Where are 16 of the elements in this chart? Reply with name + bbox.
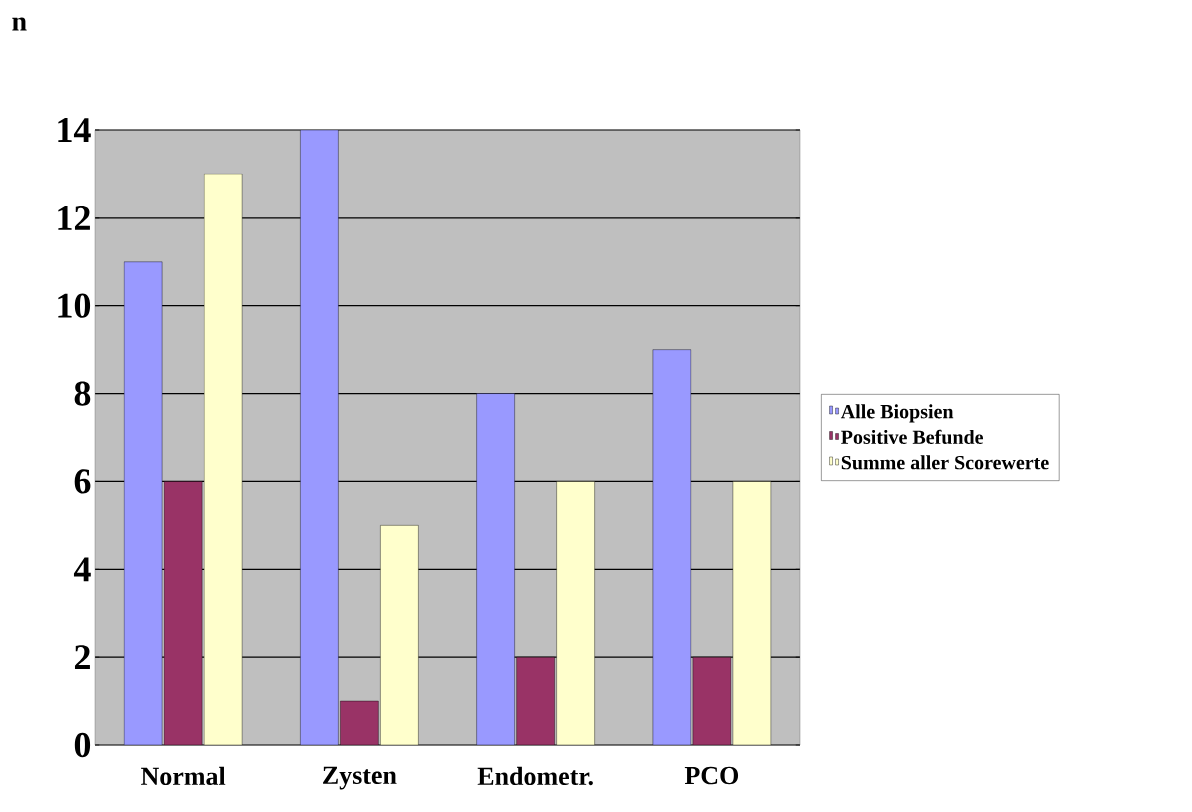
x-tick-label: PCO [684,766,739,785]
y-axis-title: n [12,17,27,31]
legend-label: Summe aller Scorewerte [841,455,1049,470]
x-tick-label: Zysten [323,766,397,790]
y-tick-label: 14 [58,118,91,142]
y-tick-label: 2 [74,645,90,670]
y-tick-label: 6 [74,469,91,494]
x-tick-label: Normal [141,766,226,786]
x-tick-label: Endometr. [477,766,593,786]
y-tick-label: 12 [58,205,90,230]
y-tick-label: 0 [74,732,91,758]
y-tick-label: 10 [58,293,91,318]
legend-label: Positive Befunde [841,429,984,445]
y-tick-label: 8 [74,381,91,406]
legend-label: Alle Biopsien [840,404,954,423]
y-tick-label: 4 [73,557,91,582]
